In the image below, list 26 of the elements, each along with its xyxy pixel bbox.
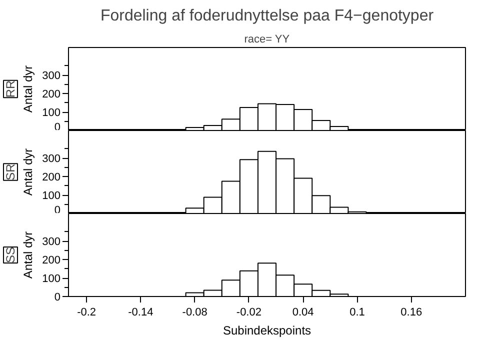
x-tick-label: 0.16 [400, 306, 422, 318]
chart-title: Fordeling af foderudnyttelse paa F4−genotyper [100, 8, 434, 24]
chart-subtitle: race= YY [244, 34, 290, 46]
y-axis-title: Antal dyr [21, 65, 36, 113]
x-tick-label: -0.02 [236, 306, 262, 318]
y-tick-label: 0 [54, 292, 61, 304]
x-tick-label: 0.04 [292, 306, 314, 318]
y-axis-title: Antal dyr [21, 231, 36, 279]
text: RR [4, 80, 18, 98]
y-tick-label: 100 [42, 190, 61, 202]
x-tick-label: -0.08 [182, 306, 208, 318]
y-tick-label: 300 [42, 236, 61, 248]
x-axis-title: Subindekspoints [222, 324, 312, 338]
x-tick-label: 0.1 [350, 306, 365, 318]
x-tick-label: -0.2 [77, 306, 96, 318]
y-tick-label: 300 [42, 70, 61, 82]
y-tick-label: 200 [42, 88, 61, 101]
y-tick-label: 300 [42, 153, 61, 166]
text: SS [4, 246, 18, 264]
y-tick-label: 200 [42, 254, 61, 267]
text: SR [4, 163, 18, 180]
y-tick-label: 100 [42, 273, 61, 286]
y-axis-title: Antal dyr [21, 148, 36, 196]
x-tick-label: -0.14 [128, 306, 154, 318]
y-tick-label: 200 [42, 172, 61, 184]
y-tick-label: 100 [42, 107, 61, 120]
